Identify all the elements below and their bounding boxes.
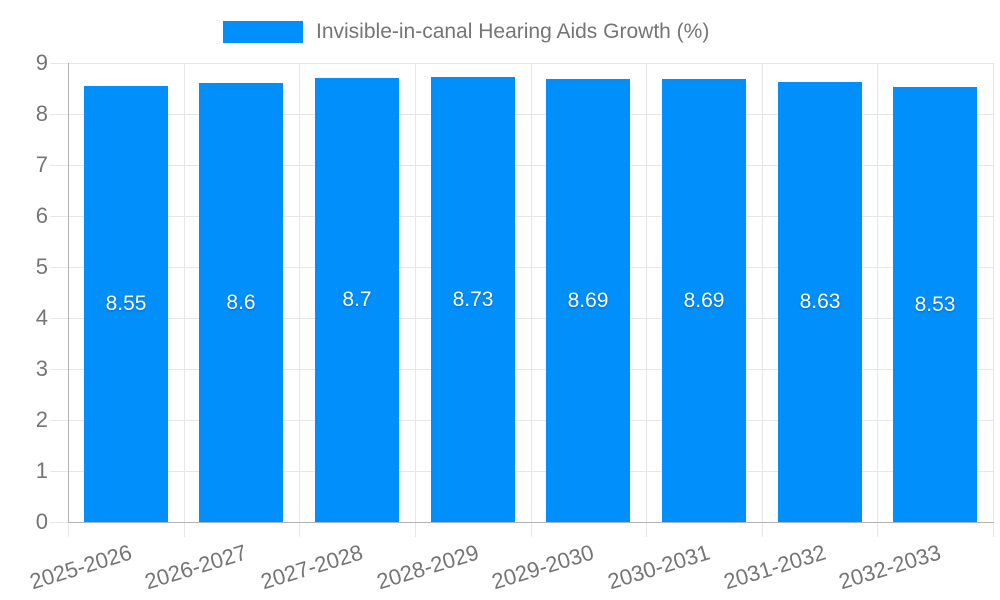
bar[interactable] bbox=[893, 87, 977, 522]
bar[interactable] bbox=[431, 77, 515, 522]
y-axis-tick-label: 6 bbox=[35, 203, 48, 228]
gridline-vertical bbox=[415, 63, 416, 522]
y-axis-tick-label: 2 bbox=[35, 407, 48, 432]
y-axis-tick-label: 7 bbox=[35, 152, 48, 177]
y-axis-tick-label: 3 bbox=[35, 356, 48, 381]
y-axis-tick bbox=[50, 216, 68, 217]
x-axis-tick bbox=[299, 522, 300, 537]
x-axis-category-label: 2027-2028 bbox=[257, 539, 366, 595]
legend[interactable]: Invisible-in-canal Hearing Aids Growth (… bbox=[223, 20, 709, 44]
y-axis-tick bbox=[50, 420, 68, 421]
bar-value-label: 8.53 bbox=[914, 293, 956, 316]
x-axis-category-label: 2028-2029 bbox=[373, 539, 482, 595]
x-axis-tick bbox=[415, 522, 416, 537]
gridline-vertical bbox=[877, 63, 878, 522]
x-axis-line bbox=[68, 522, 994, 523]
x-axis-tick bbox=[531, 522, 532, 537]
bar-value-label: 8.55 bbox=[105, 292, 147, 315]
y-axis-tick-label: 9 bbox=[35, 50, 48, 75]
x-axis-category-label: 2030-2031 bbox=[604, 539, 713, 595]
y-axis-tick bbox=[50, 471, 68, 472]
legend-label: Invisible-in-canal Hearing Aids Growth (… bbox=[316, 20, 710, 43]
x-axis-category-label: 2029-2030 bbox=[488, 539, 597, 595]
gridline-vertical bbox=[993, 63, 994, 522]
y-axis-tick bbox=[50, 165, 68, 166]
gridline-vertical bbox=[531, 63, 532, 522]
y-axis-tick bbox=[50, 522, 68, 523]
bar-value-label: 8.63 bbox=[799, 290, 841, 313]
y-axis-tick-label: 8 bbox=[35, 101, 48, 126]
gridline-horizontal bbox=[68, 318, 993, 319]
x-axis-tick bbox=[993, 522, 994, 537]
bar-value-label: 8.6 bbox=[226, 291, 256, 314]
gridline-vertical bbox=[184, 63, 185, 522]
gridline-horizontal bbox=[68, 471, 993, 472]
y-axis-tick-label: 4 bbox=[35, 305, 48, 330]
bar[interactable] bbox=[315, 78, 399, 522]
bar[interactable] bbox=[199, 83, 283, 522]
x-axis-category-label: 2026-2027 bbox=[141, 539, 250, 595]
y-axis-tick bbox=[50, 114, 68, 115]
bar[interactable] bbox=[84, 86, 168, 522]
bar[interactable] bbox=[778, 82, 862, 522]
x-axis-tick bbox=[646, 522, 647, 537]
y-axis-tick-label: 5 bbox=[35, 254, 48, 279]
bar[interactable] bbox=[662, 79, 746, 522]
x-axis-category-label: 2025-2026 bbox=[26, 539, 135, 595]
bar-value-label: 8.69 bbox=[567, 289, 609, 312]
gridline-horizontal bbox=[68, 114, 993, 115]
bar[interactable] bbox=[546, 79, 630, 522]
gridline-vertical bbox=[762, 63, 763, 522]
y-axis-tick bbox=[50, 267, 68, 268]
gridline-horizontal bbox=[68, 165, 993, 166]
legend-swatch bbox=[223, 21, 303, 43]
gridline-horizontal bbox=[68, 369, 993, 370]
y-axis-tick bbox=[50, 369, 68, 370]
x-axis-category-label: 2032-2033 bbox=[835, 539, 944, 595]
x-axis-tick bbox=[68, 522, 69, 537]
y-axis-tick-label: 0 bbox=[35, 509, 48, 534]
gridline-horizontal bbox=[68, 267, 993, 268]
x-axis-tick bbox=[184, 522, 185, 537]
y-axis-tick-label: 1 bbox=[35, 458, 48, 483]
y-axis-line bbox=[68, 63, 69, 523]
bar-value-label: 8.69 bbox=[683, 289, 725, 312]
y-axis-tick bbox=[50, 318, 68, 319]
gridline-horizontal bbox=[68, 420, 993, 421]
x-axis-tick bbox=[877, 522, 878, 537]
gridline-horizontal bbox=[68, 63, 993, 64]
gridline-vertical bbox=[646, 63, 647, 522]
bar-value-label: 8.73 bbox=[452, 288, 494, 311]
x-axis-tick bbox=[762, 522, 763, 537]
gridline-horizontal bbox=[68, 216, 993, 217]
x-axis-category-label: 2031-2032 bbox=[720, 539, 829, 595]
bar-value-label: 8.7 bbox=[342, 288, 372, 311]
y-axis-tick bbox=[50, 63, 68, 64]
gridline-vertical bbox=[299, 63, 300, 522]
